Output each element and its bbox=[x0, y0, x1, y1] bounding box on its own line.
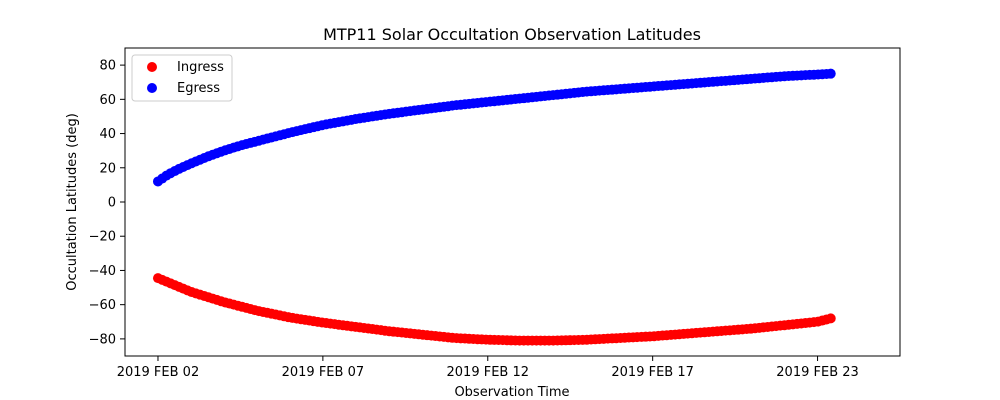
y-tick-label: 40 bbox=[99, 127, 116, 142]
x-tick-label: 2019 FEB 07 bbox=[282, 365, 365, 380]
x-tick-label: 2019 FEB 17 bbox=[611, 365, 694, 380]
y-tick-label: −80 bbox=[89, 332, 116, 347]
y-tick-label: 20 bbox=[99, 161, 116, 176]
x-axis: 2019 FEB 02 2019 FEB 07 2019 FEB 12 2019 FE… bbox=[117, 356, 859, 380]
legend: Ingress Egress bbox=[131, 54, 233, 102]
x-tick-label: 2019 FEB 23 bbox=[776, 365, 859, 380]
series-ingress bbox=[152, 273, 836, 346]
y-tick-label: −60 bbox=[89, 298, 116, 313]
egress-point bbox=[825, 68, 836, 79]
y-tick-label: −40 bbox=[89, 264, 116, 279]
x-tick-label: 2019 FEB 02 bbox=[117, 365, 200, 380]
y-tick-label: 80 bbox=[99, 59, 116, 74]
series-layer bbox=[152, 68, 836, 346]
legend-box bbox=[131, 54, 233, 102]
chart-title: MTP11 Solar Occultation Observation Lati… bbox=[323, 25, 701, 44]
series-egress bbox=[152, 68, 836, 187]
legend-label-egress: Egress bbox=[177, 81, 220, 96]
y-tick-label: 60 bbox=[99, 93, 116, 108]
x-tick-label: 2019 FEB 12 bbox=[447, 365, 530, 380]
legend-marker-ingress bbox=[147, 62, 157, 72]
y-tick-label: 0 bbox=[108, 196, 116, 211]
legend-label-ingress: Ingress bbox=[177, 60, 224, 75]
ingress-point bbox=[825, 313, 836, 324]
x-axis-label: Observation Time bbox=[454, 385, 569, 400]
y-axis: −80 −60 −40 −20 0 20 40 60 80 bbox=[89, 59, 125, 347]
legend-marker-egress bbox=[147, 83, 157, 93]
y-tick-label: −20 bbox=[89, 230, 116, 245]
y-axis-label: Occultation Latitudes (deg) bbox=[65, 113, 80, 291]
